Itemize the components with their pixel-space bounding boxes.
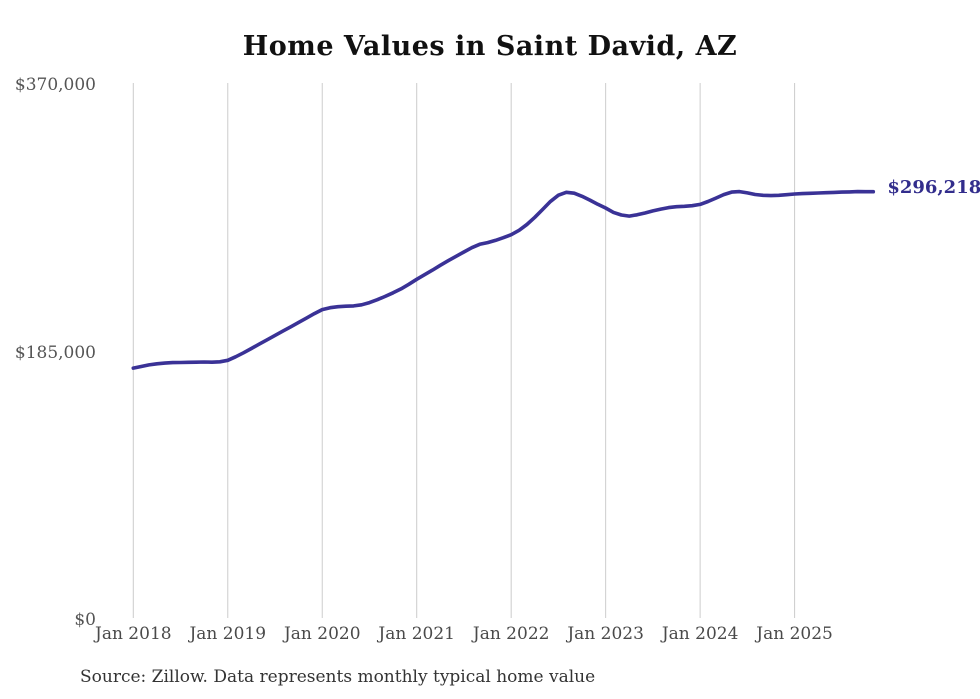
chart-title: Home Values in Saint David, AZ bbox=[242, 31, 738, 62]
x-axis-tick-label: Jan 2018 bbox=[95, 624, 172, 644]
x-axis-tick-label: Jan 2021 bbox=[378, 624, 455, 644]
gridlines bbox=[132, 83, 796, 618]
end-value-label: $296,218 bbox=[887, 176, 980, 198]
x-axis-tick-label: Jan 2025 bbox=[756, 624, 833, 644]
home-value-line bbox=[131, 189, 876, 370]
y-axis-tick-label: $0 bbox=[74, 610, 96, 630]
x-axis-tick-label: Jan 2020 bbox=[283, 624, 361, 644]
y-axis-tick-label: $185,000 bbox=[14, 342, 96, 363]
x-axis-tick-label: Jan 2019 bbox=[189, 624, 267, 644]
x-axis-tick-label: Jan 2024 bbox=[661, 624, 739, 644]
y-axis-tick-label: $370,000 bbox=[14, 75, 96, 95]
source-note: Source: Zillow. Data represents monthly … bbox=[80, 667, 596, 687]
x-axis-tick-label: Jan 2023 bbox=[567, 624, 644, 644]
x-axis-tick-label: Jan 2022 bbox=[472, 624, 550, 644]
